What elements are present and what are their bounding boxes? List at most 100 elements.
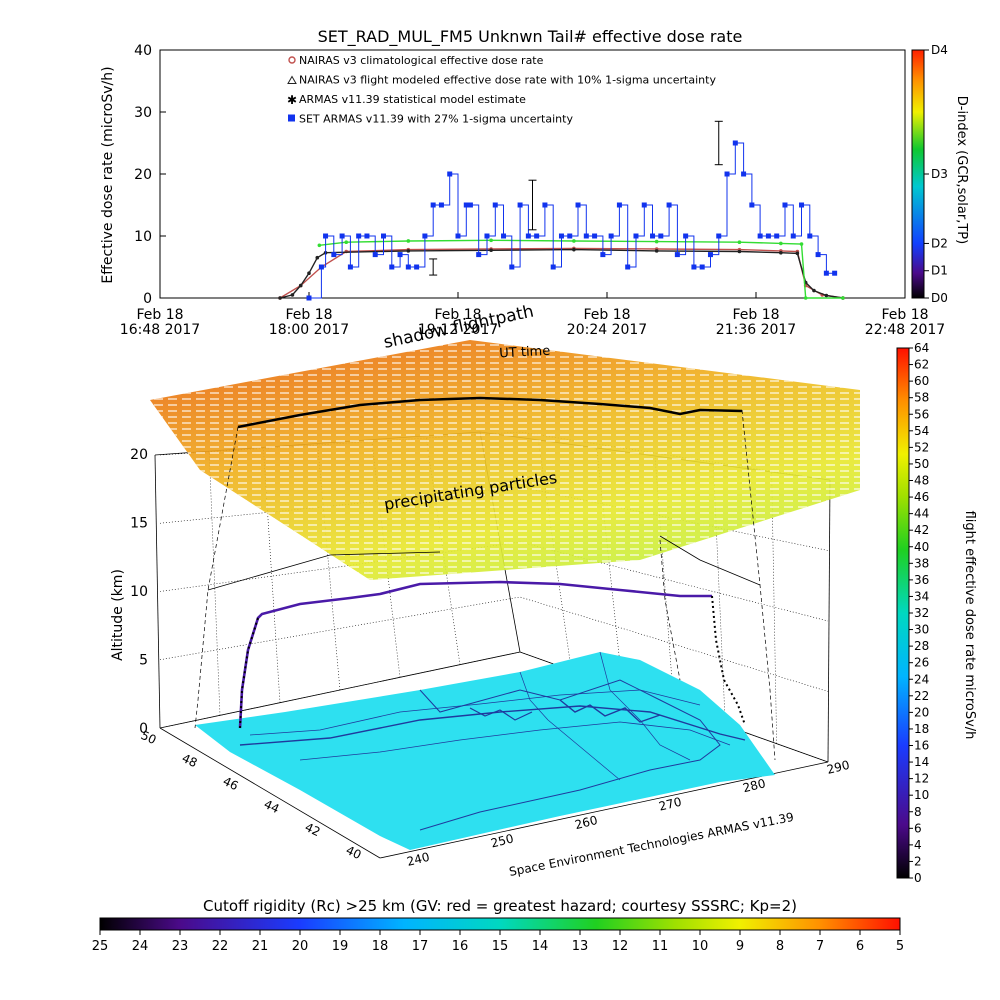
z-ticks: 0 5 10 15 20	[130, 447, 148, 737]
dose-tick-label: 26	[914, 656, 929, 670]
lon-ticks: 240 250 260 270 280 290	[405, 758, 851, 869]
x-tick-label-date: Feb 18	[732, 307, 779, 323]
dose-tick-label: 2	[914, 854, 922, 868]
top-y-axis-label: Effective dose rate (microSv/h)	[100, 66, 116, 283]
flight-modeled-point	[406, 249, 411, 253]
set-armas-point	[592, 233, 598, 239]
dose-tick-label: 12	[914, 772, 929, 786]
set-armas-point	[331, 252, 337, 258]
x-tick-label-time: 22:48 2017	[865, 322, 945, 338]
dose-tick-label: 4	[914, 838, 922, 852]
set-armas-point	[633, 233, 639, 239]
shadow-flightpath	[237, 396, 743, 429]
z-tick-label: 15	[130, 516, 148, 532]
legend-marker-statistical: ✱	[287, 93, 297, 107]
flight-modeled-point	[812, 288, 816, 293]
lon-tick-label: 270	[657, 795, 683, 814]
statistical-point	[572, 239, 576, 243]
dindex-ticks: D0 D1 D2 D3 D4	[924, 43, 948, 305]
z-tick-label: 20	[130, 447, 148, 463]
set-armas-point	[666, 202, 672, 208]
set-armas-point	[484, 233, 490, 239]
dindex-tick-label: D4	[931, 43, 948, 57]
dose-tick-label: 10	[914, 788, 929, 802]
dose-tick-label: 38	[914, 556, 929, 570]
lat-tick-label: 48	[180, 751, 200, 770]
set-armas-point	[463, 202, 469, 208]
lat-tick-label: 46	[221, 774, 241, 793]
dose-tick-label: 14	[914, 755, 929, 769]
dose-tick-label: 6	[914, 821, 922, 835]
rc-tick-label: 18	[372, 939, 389, 954]
dose-tick-label: 22	[914, 689, 929, 703]
dindex-colorbar	[911, 49, 925, 299]
set-armas-point	[455, 233, 461, 239]
dose-tick-label: 64	[914, 341, 929, 355]
set-armas-point	[438, 202, 444, 208]
map-surface	[195, 651, 775, 850]
top-plot-frame	[159, 49, 906, 299]
dose-tick-label: 8	[914, 805, 922, 819]
x-tick-label-time: 20:24 2017	[567, 322, 647, 338]
set-armas-point	[447, 171, 453, 177]
lon-tick-label: 260	[573, 813, 599, 832]
set-armas-point	[575, 202, 581, 208]
statistical-point	[317, 243, 322, 248]
set-armas-point	[608, 233, 614, 239]
z-tick-label: 5	[139, 653, 148, 669]
dose-tick-label: 20	[914, 705, 929, 719]
set-armas-point	[807, 233, 813, 239]
dose-tick-label: 50	[914, 457, 929, 471]
y-tick-label: 40	[134, 43, 152, 59]
dose-tick-label: 48	[914, 474, 929, 488]
set-armas-point	[405, 264, 411, 270]
set-armas-point	[492, 202, 498, 208]
dose-tick-label: 18	[914, 722, 929, 736]
set-armas-point	[476, 252, 482, 258]
statistical-point	[406, 239, 411, 243]
set-armas-point	[707, 252, 713, 258]
dose-tick-label: 16	[914, 739, 929, 753]
rc-tick-label: 7	[816, 939, 824, 954]
set-armas-point	[501, 233, 507, 239]
dose-tick-label: 0	[914, 871, 922, 885]
rc-tick-label: 15	[492, 939, 509, 954]
statistical-point	[799, 242, 804, 246]
legend-marker-set-armas	[288, 114, 295, 122]
top-legend: NAIRAS v3 climatological effective dose …	[287, 54, 716, 126]
set-armas-point	[765, 233, 771, 239]
flight-modeled-point	[572, 247, 576, 252]
set-armas-point	[389, 264, 395, 270]
set-armas-point	[658, 233, 664, 239]
flight-modeled-point	[489, 248, 493, 253]
legend-entry-1: NAIRAS v3 flight modeled effective dose …	[299, 74, 716, 87]
rc-tick-label: 12	[612, 939, 629, 954]
set-armas-point	[616, 202, 622, 208]
set-armas-point	[650, 233, 656, 239]
y-tick-label: 30	[134, 105, 152, 121]
z-tick-label: 10	[130, 584, 148, 600]
dindex-tick-label: D3	[931, 167, 948, 181]
lon-tick-label: 240	[405, 850, 431, 869]
dindex-label: D-index (GCR,solar,TP)	[954, 96, 969, 244]
flight-modeled-point	[298, 283, 303, 288]
legend-entry-0: NAIRAS v3 climatological effective dose …	[299, 54, 544, 67]
rc-tick-label: 14	[532, 939, 549, 954]
rc-colorbar	[99, 917, 901, 931]
flight-modeled-point	[737, 249, 742, 254]
set-armas-point	[372, 252, 378, 258]
rc-colorbar-label: Cutoff rigidity (Rc) >25 km (GV: red = g…	[203, 897, 797, 915]
side-wall-grid	[771, 471, 777, 744]
rc-tick-label: 13	[572, 939, 589, 954]
dindex-tick-label: D0	[931, 291, 948, 305]
rc-tick-label: 23	[172, 939, 189, 954]
rc-tick-label: 6	[856, 939, 864, 954]
x-tick-label-date: Feb 18	[285, 307, 332, 323]
z-tick-label: 0	[139, 721, 148, 737]
rc-tick-label: 19	[332, 939, 349, 954]
back-wall-grid	[208, 451, 221, 716]
set-armas-point	[600, 252, 606, 258]
flight-modeled-point	[795, 251, 800, 256]
statistical-point	[779, 241, 783, 246]
rc-tick-label: 21	[252, 939, 269, 954]
